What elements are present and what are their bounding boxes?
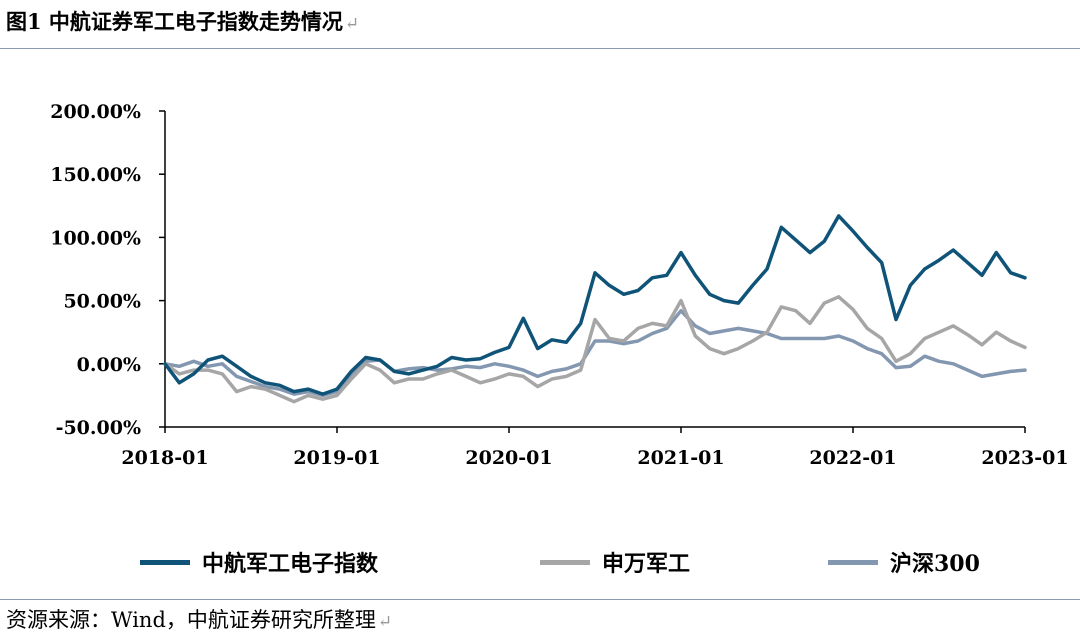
y-tick-label: 200.00%	[50, 101, 141, 123]
x-tick-label: 2019-01	[293, 447, 380, 469]
line-chart: 200.00% 150.00% 100.00% 50.00% 0.00% -50.00% 2…	[50, 101, 1068, 469]
x-tick-label: 2021-01	[637, 447, 724, 469]
y-tick-label: 100.00%	[50, 227, 141, 249]
x-tick-label: 2022-01	[809, 447, 896, 469]
legend-label-series-1: 中航军工电子指数	[202, 551, 379, 577]
legend-item-series-3: 沪深300	[828, 542, 980, 582]
figure-title: 图1 中航证券军工电子指数走势情况 ↵	[6, 4, 359, 40]
x-tick-label: 2023-01	[981, 447, 1068, 469]
legend-item-series-2: 申万军工	[540, 542, 690, 582]
legend-swatch-series-2	[540, 559, 590, 565]
legend-swatch-series-3	[828, 559, 878, 565]
series-line-2	[163, 295, 1027, 404]
source-text: 资源来源：Wind，中航证券研究所整理	[6, 608, 376, 632]
chart-legend: 中航军工电子指数 申万军工 沪深300	[0, 542, 1080, 582]
top-divider	[0, 48, 1080, 49]
y-tick-label: 150.00%	[50, 164, 141, 186]
x-tick-label: 2020-01	[465, 447, 552, 469]
y-tick-label: -50.00%	[56, 417, 141, 439]
return-mark-icon: ↵	[344, 14, 360, 34]
return-mark-icon: ↵	[377, 612, 393, 632]
legend-label-series-2: 申万军工	[602, 551, 691, 577]
x-tick-label: 2018-01	[121, 447, 208, 469]
bottom-divider	[0, 599, 1080, 600]
plot-area: 200.00% 150.00% 100.00% 50.00% 0.00% -50.00% 2…	[50, 101, 1068, 469]
series-line-1	[163, 214, 1027, 396]
legend-item-series-1: 中航军工电子指数	[140, 542, 378, 582]
y-tick-label: 50.00%	[63, 291, 141, 313]
legend-swatch-series-1	[140, 559, 190, 565]
y-tick-label: 0.00%	[77, 354, 141, 376]
series-line-3	[163, 308, 1027, 398]
source-note: 资源来源：Wind，中航证券研究所整理 ↵	[6, 604, 392, 636]
figure-title-text: 图1 中航证券军工电子指数走势情况	[6, 9, 343, 34]
legend-label-series-3: 沪深300	[890, 551, 980, 577]
